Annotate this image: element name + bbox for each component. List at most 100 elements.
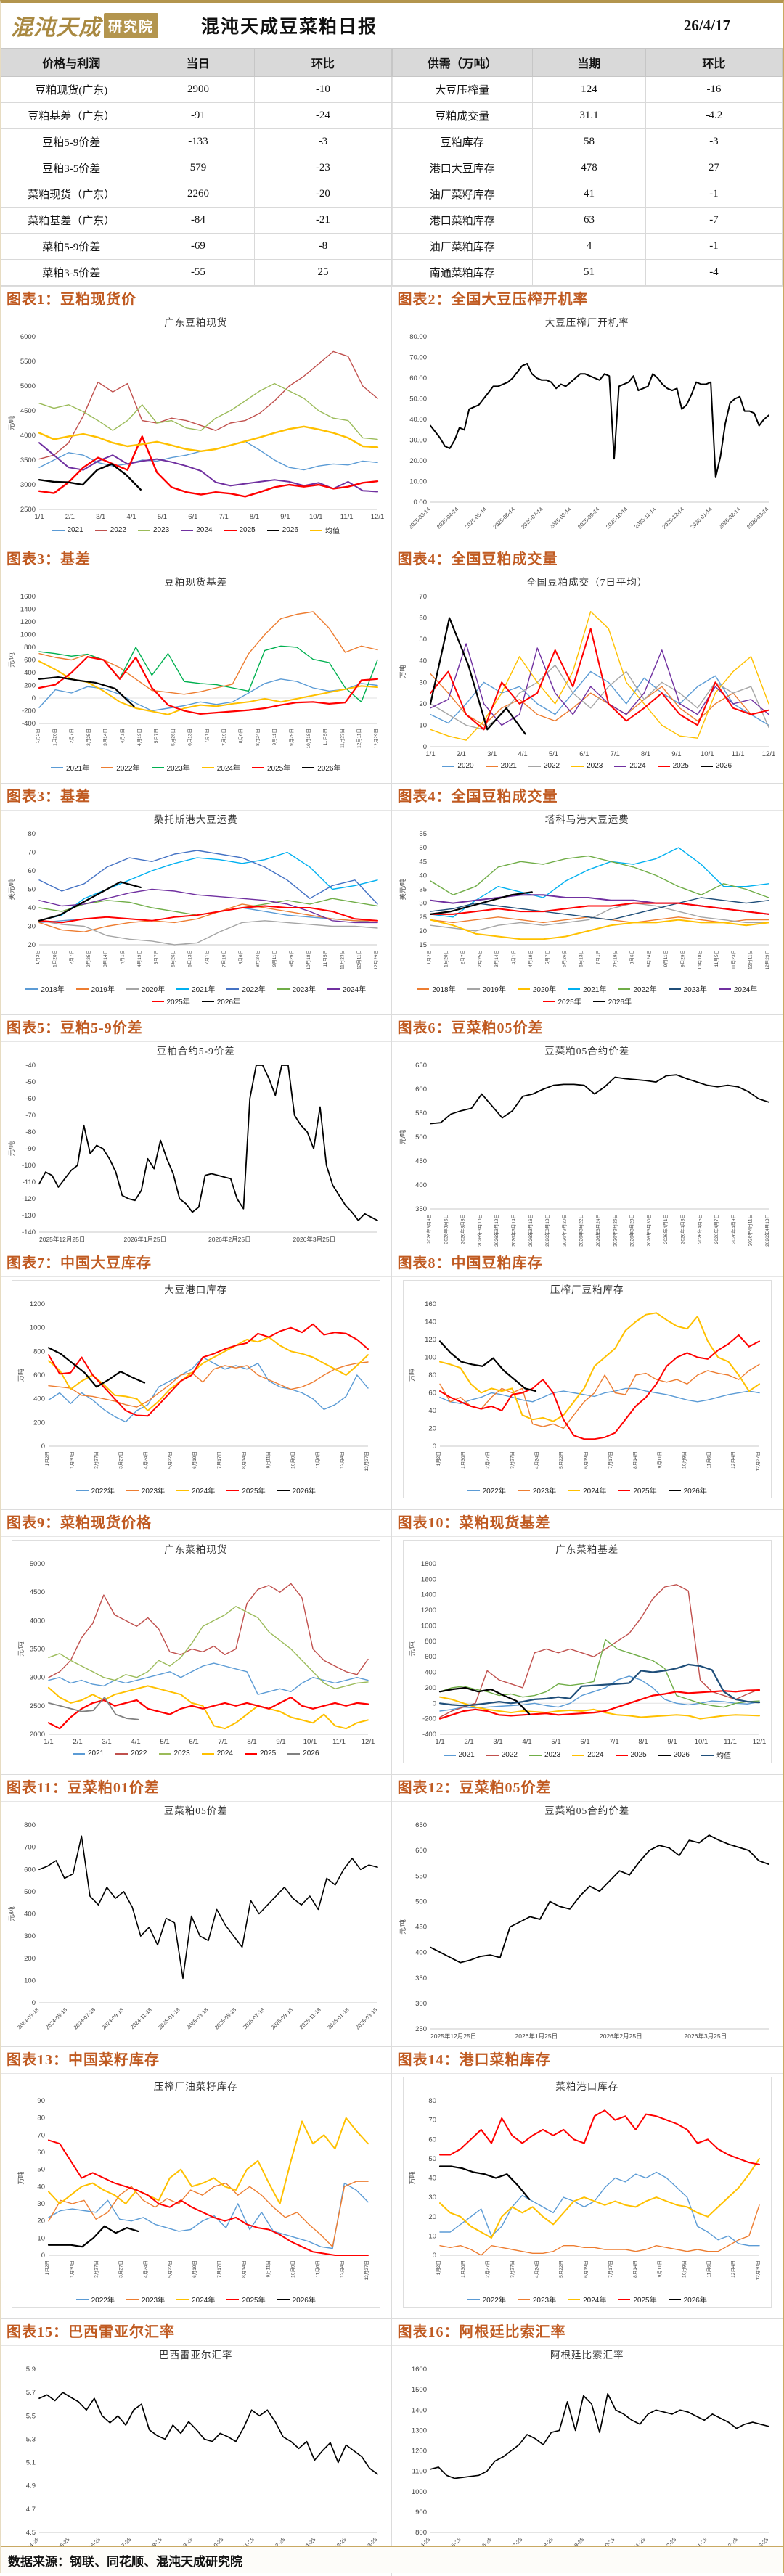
- legend-swatch-icon: [668, 2298, 681, 2300]
- table-cell: 菜粕3-5价差: [1, 259, 142, 286]
- legend-label: 2025年: [166, 998, 190, 1006]
- svg-text:100: 100: [24, 1977, 36, 1985]
- svg-text:1600: 1600: [412, 2366, 427, 2374]
- legend-label: 2022年: [242, 986, 266, 994]
- chart-3b-body: 桑托斯港大豆运费 20 30 40 50 60 70 80 美元/吨 1月2日 1月20日 2月7日 2…: [1, 811, 391, 1014]
- legend-label: 2020年: [532, 986, 557, 994]
- svg-text:2025-11-14: 2025-11-14: [633, 506, 657, 530]
- svg-text:20: 20: [419, 700, 427, 708]
- svg-text:20: 20: [428, 1425, 436, 1433]
- chart-6-inner-title: 豆菜粕05合约价差: [544, 1046, 630, 1057]
- table-cell: -1: [645, 233, 783, 260]
- chart-6-block: 图表6：豆菜粕05价差 豆菜粕05合约价差 350 400 450 500 550 600 65…: [391, 1015, 783, 1250]
- chart-1-legend: 2021 2022 2023 2024 2025 2026 均值: [5, 524, 387, 536]
- svg-text:万吨: 万吨: [399, 665, 407, 678]
- legend-swatch-icon: [115, 1752, 128, 1755]
- svg-text:7月19日: 7月19日: [612, 950, 618, 967]
- legend-swatch-icon: [572, 1754, 585, 1756]
- svg-text:7月17日: 7月17日: [216, 2260, 222, 2278]
- svg-text:70: 70: [28, 849, 36, 857]
- svg-text:0: 0: [41, 1443, 44, 1451]
- svg-text:15: 15: [419, 941, 427, 949]
- legend-swatch-icon: [52, 529, 65, 531]
- svg-text:9/1: 9/1: [671, 750, 681, 758]
- legend-label: 2022: [501, 1751, 518, 1759]
- table-cell: 51: [532, 259, 646, 286]
- legend-label: 2020: [457, 762, 474, 770]
- legend-label: 均值: [325, 528, 340, 536]
- svg-text:200: 200: [24, 682, 36, 690]
- legend-label: 2026年: [292, 2297, 316, 2305]
- svg-text:-140: -140: [22, 1228, 36, 1236]
- svg-text:美元/吨: 美元/吨: [7, 879, 15, 901]
- legend-label: 2022年: [116, 765, 140, 773]
- svg-text:12月27日: 12月27日: [364, 1451, 369, 1471]
- legend-item: 2023年: [126, 2294, 165, 2305]
- chart-14-legend: 2022年 2023年 2024年 2025年 2026年: [404, 2293, 771, 2305]
- svg-text:400: 400: [415, 1181, 427, 1189]
- legend-swatch-icon: [287, 1752, 301, 1755]
- svg-text:2025-03-18: 2025-03-18: [185, 2006, 209, 2030]
- legend-item: 2025年: [252, 762, 290, 773]
- legend-swatch-icon: [226, 1489, 240, 1491]
- summary-tables: 价格与利润 当日 环比 豆粕现货(广东) 2900 -10 豆粕基差（广东） -91 -2…: [1, 48, 783, 286]
- svg-text:8月24日: 8月24日: [255, 729, 261, 746]
- legend-label: 均值: [716, 1752, 731, 1760]
- chart-16-block: 图表16：阿根廷比索汇率 阿根廷比索汇率 800 900 1000 1100 1200 130…: [391, 2319, 783, 2576]
- legend-label: 2025: [239, 526, 256, 534]
- svg-text:30: 30: [28, 923, 36, 931]
- svg-text:2026年4月11日: 2026年4月11日: [746, 1214, 753, 1246]
- legend-label: 2022年: [482, 2297, 506, 2305]
- table-row: 豆粕5-9价差 -133 -3: [1, 128, 392, 155]
- chart-1-title: 图表1：豆粕现货价: [1, 287, 391, 313]
- table-cell: 油厂菜籽库存: [391, 181, 533, 208]
- svg-text:500: 500: [24, 1888, 36, 1896]
- svg-text:2024-03-18: 2024-03-18: [16, 2006, 40, 2030]
- svg-text:4月1日: 4月1日: [119, 729, 125, 743]
- legend-swatch-icon: [528, 765, 541, 767]
- svg-text:1100: 1100: [412, 2468, 426, 2476]
- legend-label: 2026年: [292, 1488, 316, 1496]
- table-row: 菜粕3-5价差 -55 25: [1, 259, 392, 286]
- table-cell: 豆粕5-9价差: [1, 128, 142, 155]
- legend-item: 2026年: [201, 996, 240, 1006]
- svg-text:40: 40: [428, 1407, 436, 1415]
- svg-text:-120: -120: [22, 1195, 36, 1203]
- chart-11-inner-title: 豆菜粕05价差: [163, 1805, 228, 1816]
- chart-4b-body: 塔科马港大豆运费 15 20 25 30 35 40 45 50 55 美元/吨 1月2日 1月20日 2…: [392, 811, 783, 1014]
- legend-label: 2023年: [141, 2297, 166, 2305]
- legend-item: 2024: [181, 526, 213, 534]
- chart-13-plot: 0 10 20 30 40 50 60 70 80 90 万吨 1月2日 1月30日 2月27日 3月27日…: [17, 2097, 369, 2280]
- svg-text:8/1: 8/1: [641, 750, 650, 758]
- legend-item: 2022: [94, 526, 126, 534]
- legend-item: 2024年: [718, 983, 757, 994]
- svg-text:4月1日: 4月1日: [510, 950, 516, 964]
- svg-text:1200: 1200: [20, 618, 36, 626]
- table-row: 菜粕5-9价差 -69 -8: [1, 233, 392, 260]
- svg-text:11/1: 11/1: [332, 1738, 346, 1746]
- svg-text:70: 70: [428, 2117, 436, 2125]
- svg-text:50.00: 50.00: [409, 395, 427, 403]
- svg-text:400: 400: [33, 1395, 45, 1403]
- svg-text:11月5日: 11月5日: [322, 729, 328, 745]
- svg-text:5月22日: 5月22日: [558, 2260, 564, 2278]
- legend-item: 2023: [158, 1750, 190, 1757]
- svg-text:5月22日: 5月22日: [167, 1451, 173, 1469]
- svg-text:2月7日: 2月7日: [68, 729, 74, 743]
- chart-14-body: 菜粕港口库存 0 10 20 30 40 50 60 70 80 万吨 1月2日 1月30日 2月27日 3…: [392, 2074, 783, 2318]
- svg-text:80.00: 80.00: [409, 333, 427, 341]
- svg-text:350: 350: [415, 1974, 427, 1982]
- chart-9-legend: 2021 2022 2023 2024 2025 2026: [12, 1749, 380, 1758]
- legend-label: 2024年: [583, 2297, 607, 2305]
- chart-3b-title: 图表3：基差: [1, 784, 391, 811]
- legend-item: 2026年: [277, 2294, 316, 2305]
- legend-label: 2022年: [91, 1488, 115, 1496]
- legend-item: 2020: [442, 762, 474, 770]
- price-table-header-label: 价格与利润: [1, 48, 142, 77]
- table-cell: 41: [532, 181, 646, 208]
- legend-item: 2023年: [277, 983, 316, 994]
- chart-4b-block: 图表4：全国豆粕成交量 塔科马港大豆运费 15 20 25 30 35 40 45 50 55 美元/…: [391, 784, 783, 1014]
- table-cell: 63: [532, 207, 646, 234]
- legend-label: 2021: [458, 1751, 475, 1759]
- svg-text:0: 0: [41, 2252, 44, 2260]
